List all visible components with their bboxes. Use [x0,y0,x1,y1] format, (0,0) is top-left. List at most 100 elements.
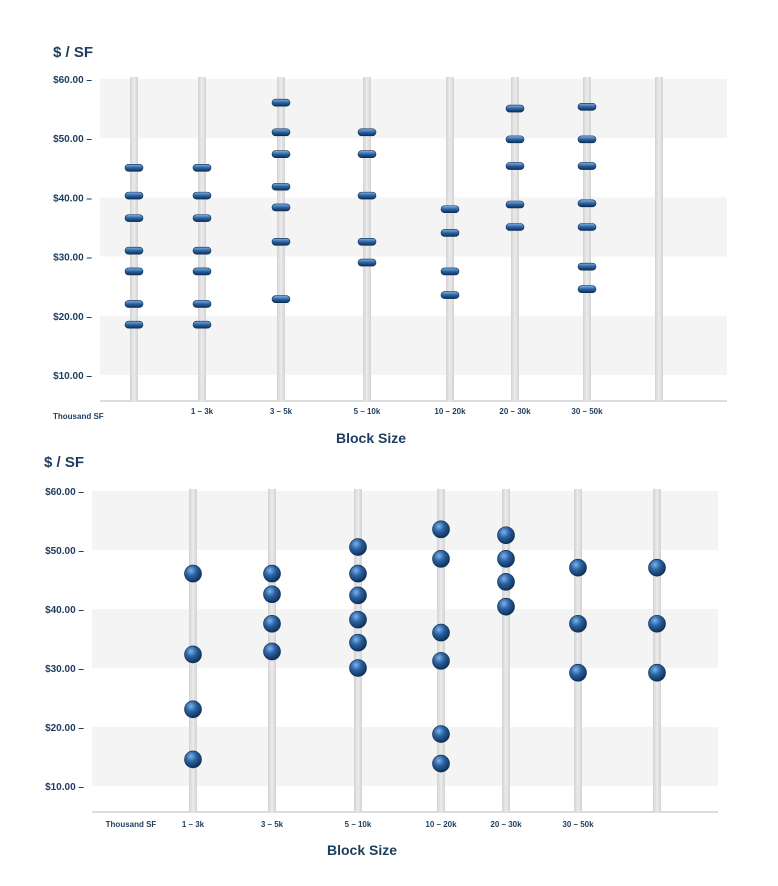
category-label: 3 – 5k [261,820,284,829]
data-point-bar [505,162,525,170]
data-point-circle [569,614,587,633]
data-point-circle [432,520,450,539]
y-tick-label: $60.00 – [45,487,84,498]
data-point-circle [432,725,450,743]
data-point-circle [648,614,666,633]
data-point-bar [357,258,377,267]
column-rod [198,77,206,401]
chart-1-markers [124,98,597,329]
category-label: 5 – 10k [354,407,381,416]
data-point-bar [271,150,291,158]
data-point-circle [497,597,515,616]
data-point-circle [349,586,367,605]
data-point-bar [271,295,291,304]
data-point-bar [124,300,144,308]
category-label: 3 – 5k [270,407,293,416]
data-point-bar [357,150,377,158]
category-label: 20 – 30k [499,407,531,416]
data-point-bar [192,164,212,172]
data-point-bar [505,104,525,113]
column-rod [574,489,582,812]
category-label: 1 – 3k [182,820,205,829]
y-tick-label: $10.00 – [53,371,92,382]
y-tick-label: $40.00 – [53,193,92,204]
data-point-circle [648,663,666,682]
category-label: 30 – 50k [571,407,603,416]
column-rod [446,77,454,401]
data-point-bar [124,246,144,255]
column-rod [502,489,510,812]
data-point-bar [271,238,291,246]
data-point-bar [124,191,144,200]
chart-1-unit-label: Thousand SF [53,412,104,421]
data-point-bar [577,162,597,170]
chart-1-category-labels: 1 – 3k 3 – 5k 5 – 10k 10 – 20k 20 – 30k 30 – … [191,407,603,416]
column-rod [655,77,663,401]
chart-2-y-ticks: $10.00 – $20.00 – $30.00 – $40.00 – $50.00 –… [45,487,84,793]
column-rod [583,77,591,401]
data-point-bar [577,135,597,144]
chart-2-bands [92,491,718,786]
chart-band [92,491,718,550]
chart-2-category-labels: 1 – 3k 3 – 5k 5 – 10k 10 – 20k 20 – 30k 30 – … [182,820,594,829]
chart-1-x-axis-title: Block Size [336,430,406,446]
data-point-bar [192,267,212,276]
data-point-bar [124,267,144,276]
column-rod [130,77,138,401]
data-point-circle [349,633,367,652]
y-tick-label: $50.00 – [53,134,92,145]
data-point-bar [271,203,291,212]
chart-2-unit-label: Thousand SF [106,820,157,829]
category-label: 5 – 10k [345,820,372,829]
data-point-bar [192,300,212,308]
data-point-bar [124,320,144,329]
category-label: 20 – 30k [490,820,522,829]
data-point-bar [577,262,597,271]
data-point-bar [192,191,212,200]
data-point-circle [184,564,202,583]
data-point-circle [349,538,367,556]
data-point-bar [577,103,597,111]
data-point-bar [577,285,597,293]
data-point-circle [432,550,450,568]
chart-2-y-axis-title: $ / SF [44,454,84,471]
data-point-bar [192,214,212,222]
data-point-bar [577,199,597,208]
data-point-bar [440,229,460,237]
data-point-circle [263,585,281,604]
data-point-circle [497,550,515,568]
data-point-bar [357,238,377,246]
y-tick-label: $10.00 – [45,782,84,793]
data-point-bar [440,291,460,299]
data-point-bar [271,128,291,137]
y-tick-label: $50.00 – [45,546,84,557]
data-point-circle [349,610,367,629]
y-tick-label: $30.00 – [45,664,84,675]
column-rod [653,489,661,812]
data-point-circle [184,700,202,719]
chart-1-y-axis-title: $ / SF [53,44,93,61]
data-point-circle [349,659,367,677]
data-point-bar [124,214,144,222]
y-tick-label: $20.00 – [53,312,92,323]
data-point-circle [263,642,281,661]
data-point-bar [271,98,291,107]
data-point-circle [263,614,281,633]
chart-2-x-axis-title: Block Size [327,842,397,858]
data-point-circle [349,564,367,583]
y-tick-label: $60.00 – [53,75,92,86]
y-tick-label: $40.00 – [45,605,84,616]
data-point-circle [432,652,450,670]
data-point-circle [497,573,515,591]
data-point-bar [357,191,377,200]
category-label: 10 – 20k [425,820,457,829]
data-point-bar [271,182,291,191]
column-rod [437,489,445,812]
column-rod [511,77,519,401]
data-point-bar [505,200,525,209]
chart-1-bands [100,79,727,375]
chart-2-markers [184,520,666,773]
data-point-bar [440,205,460,214]
data-point-bar [577,223,597,231]
